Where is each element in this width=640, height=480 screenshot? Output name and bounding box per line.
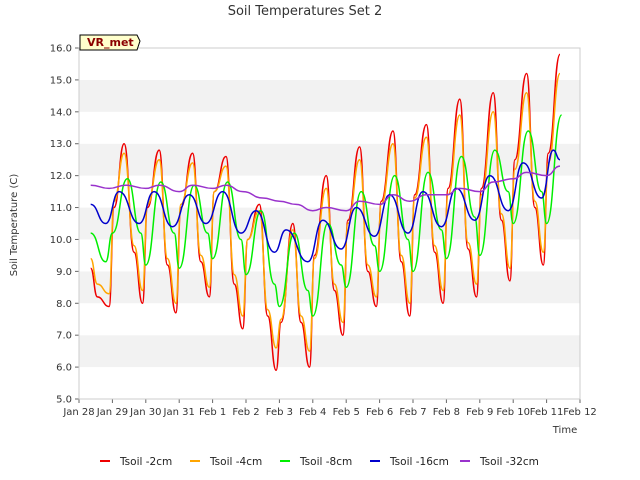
series-line-tsoil-4cm	[89, 72, 561, 352]
grid-band	[79, 111, 580, 144]
x-axis-ticks: Jan 28 Jan 29 Jan 30 Jan 31 Feb 1 Feb 2 Feb 3 F…	[62, 399, 597, 418]
grid-band	[79, 335, 580, 368]
y-tick-label: 13.0	[50, 139, 72, 150]
x-tick-label: Feb 7	[399, 407, 426, 418]
station-badge-box	[79, 34, 141, 51]
legend-label: Tsoil -32cm	[479, 456, 539, 468]
x-tick-label: Jan 29	[96, 407, 128, 418]
legend-label: Tsoil -16cm	[389, 456, 449, 468]
y-axis-title: Soil Temperature (C)	[9, 174, 20, 277]
station-badge: VR_met	[79, 34, 141, 51]
y-tick-label: 10.0	[50, 235, 72, 246]
station-badge-label: VR_met	[87, 36, 134, 49]
x-axis-title: Time	[552, 425, 577, 436]
x-tick-label: Feb 6	[366, 407, 393, 418]
x-tick-label: Feb 10	[496, 407, 530, 418]
series-line-tsoil-2cm	[89, 53, 561, 372]
x-tick-label: Jan 28	[62, 407, 94, 418]
x-tick-label: Jan 31	[163, 407, 195, 418]
legend: Tsoil -2cm Tsoil -4cm Tsoil -8cm Tsoil -16c…	[100, 456, 539, 468]
y-tick-label: 6.0	[56, 363, 72, 374]
y-tick-label: 16.0	[50, 44, 72, 55]
legend-label: Tsoil -8cm	[299, 456, 352, 468]
x-tick-label: Feb 9	[466, 407, 493, 418]
x-tick-label: Feb 4	[299, 407, 326, 418]
x-tick-label: Feb 11	[530, 407, 564, 418]
x-tick-label: Feb 12	[563, 407, 597, 418]
y-tick-label: 9.0	[56, 267, 72, 278]
y-tick-label: 11.0	[50, 203, 72, 214]
series-line-tsoil-16cm	[90, 149, 561, 263]
x-tick-label: Feb 2	[232, 407, 259, 418]
y-tick-label: 14.0	[50, 107, 72, 118]
y-tick-label: 8.0	[56, 299, 72, 310]
grid-band	[79, 239, 580, 272]
grid-band	[79, 79, 580, 112]
x-tick-label: Feb 5	[333, 407, 360, 418]
grid-band	[79, 303, 580, 336]
y-tick-label: 12.0	[50, 171, 72, 182]
x-tick-label: Feb 1	[199, 407, 226, 418]
x-tick-label: Jan 30	[129, 407, 161, 418]
y-tick-label: 7.0	[56, 331, 72, 342]
chart-title: Soil Temperatures Set 2	[228, 4, 383, 19]
grid-band	[79, 367, 580, 399]
x-tick-label: Feb 8	[433, 407, 460, 418]
y-axis-ticks: 5.0 6.0 7.0 8.0 9.0 10.0 11.0 12.0 13.0 14.0 15.0 1…	[50, 44, 79, 406]
plot-frame	[78, 47, 581, 400]
x-tick-label: Feb 3	[266, 407, 293, 418]
grid-band	[79, 48, 580, 80]
grid-band	[79, 271, 580, 304]
y-tick-label: 5.0	[56, 395, 72, 406]
legend-label: Tsoil -2cm	[119, 456, 172, 468]
data-series	[89, 53, 563, 372]
legend-label: Tsoil -4cm	[209, 456, 262, 468]
y-tick-label: 15.0	[50, 75, 72, 86]
series-line-tsoil-32cm	[90, 165, 561, 212]
